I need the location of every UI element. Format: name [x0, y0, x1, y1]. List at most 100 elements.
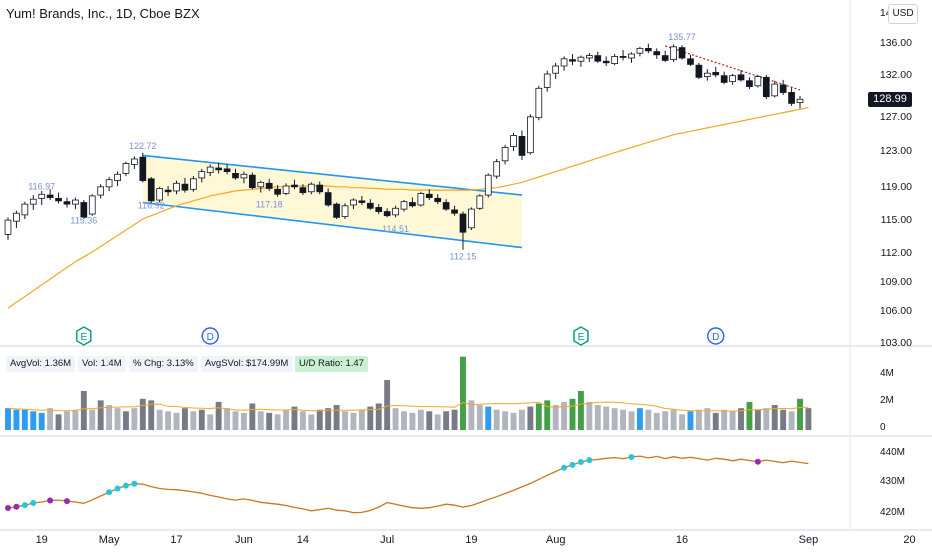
x-tick-label: Jul [380, 534, 394, 546]
price-annotations: 116.97 115.36 122.72 116.92 117.18 114.51 112.… [28, 32, 696, 262]
volume-bar [468, 400, 475, 430]
volume-bar [325, 408, 332, 430]
volume-bar [47, 408, 54, 430]
candle [274, 185, 281, 197]
candle-body [366, 202, 374, 209]
candle-body [223, 168, 231, 172]
candle [484, 173, 492, 198]
candle [80, 200, 88, 219]
volume-bar [21, 409, 28, 430]
price-annotation: 122.72 [129, 141, 157, 151]
candle-body [63, 201, 71, 205]
candle-body [779, 84, 787, 93]
candle [358, 195, 366, 205]
volume-bar [106, 405, 113, 430]
last-price-tag: 128.99 [868, 92, 912, 107]
candle-body [198, 171, 206, 179]
candle [527, 114, 534, 155]
candle [510, 133, 517, 151]
volume-bar [38, 412, 45, 430]
candle [333, 202, 340, 219]
price-annotation: 115.36 [70, 215, 97, 225]
candlesticks [4, 43, 804, 250]
volume-bar [679, 414, 685, 430]
candle [173, 180, 180, 195]
volume-bar [788, 411, 795, 430]
candle-body [274, 188, 281, 195]
earnings-icon [76, 326, 92, 346]
candle [97, 184, 105, 199]
candle [114, 171, 121, 186]
price-annotation: 114.51 [382, 224, 409, 234]
candle-body [577, 56, 585, 62]
volume-tick-label: 4M [880, 368, 894, 379]
volume-bar [333, 405, 340, 430]
candle-body [670, 46, 677, 60]
candle-body [409, 202, 416, 207]
x-tick-label: May [99, 534, 120, 546]
volume-bar [443, 411, 450, 430]
candle-body [510, 135, 517, 148]
candle-body [493, 161, 501, 177]
candle [105, 177, 113, 191]
candle-body [695, 64, 703, 78]
volume-bar [426, 411, 433, 430]
grid [0, 0, 932, 531]
volume-bar [367, 406, 374, 430]
price-tick-label: 123.00 [880, 145, 912, 157]
price-annotation: 117.18 [256, 199, 283, 209]
candle-body [240, 173, 248, 179]
candle [602, 56, 610, 66]
candle-body [114, 173, 121, 182]
volume-bar [780, 409, 787, 430]
volume-bar [342, 411, 348, 430]
currency-button[interactable]: USD [888, 4, 918, 24]
x-tick-label: 14 [297, 534, 309, 546]
volume-bar [653, 412, 660, 430]
volume-pane [5, 356, 812, 430]
candle-body [55, 197, 62, 202]
dividend-marker[interactable]: D [201, 327, 219, 345]
volume-bar [628, 411, 635, 430]
candle [611, 54, 618, 66]
candle-body [375, 207, 383, 212]
x-tick-label: 16 [676, 534, 688, 546]
volume-stat: U/D Ratio: 1.47 [295, 356, 368, 372]
candle-body [518, 135, 526, 156]
price-annotation: 112.15 [450, 252, 477, 262]
volume-bar [316, 409, 323, 430]
x-tick-label: 17 [170, 534, 182, 546]
candle [63, 197, 71, 208]
candle-body [282, 185, 290, 194]
candle [737, 70, 745, 82]
dividend-marker[interactable]: D [707, 327, 725, 345]
volume-bar [729, 411, 736, 430]
earnings-marker[interactable]: E [76, 326, 92, 346]
price-channel [142, 45, 801, 249]
volume-stat: % Chg: 3.13% [129, 356, 198, 372]
candle [687, 54, 694, 66]
candle-body [560, 58, 568, 67]
candle [552, 62, 560, 80]
volume-stat: AvgSVol: $174.99M [201, 356, 293, 372]
candle-body [594, 55, 602, 62]
candle [712, 66, 720, 78]
volume-bar [738, 408, 744, 430]
volume-stat: Vol: 1.4M [78, 356, 126, 372]
candle [746, 77, 753, 90]
candle-body [131, 158, 138, 165]
candle [628, 52, 635, 63]
volume-bar [594, 405, 601, 430]
volume-bar [460, 356, 466, 430]
volume-bar [350, 412, 357, 430]
candle-body [400, 201, 408, 210]
candle-body [569, 59, 576, 62]
volume-bar [687, 411, 694, 430]
candle [535, 85, 543, 121]
earnings-marker[interactable]: E [573, 326, 589, 346]
candle [451, 205, 458, 216]
channel-upper-line [142, 154, 523, 196]
